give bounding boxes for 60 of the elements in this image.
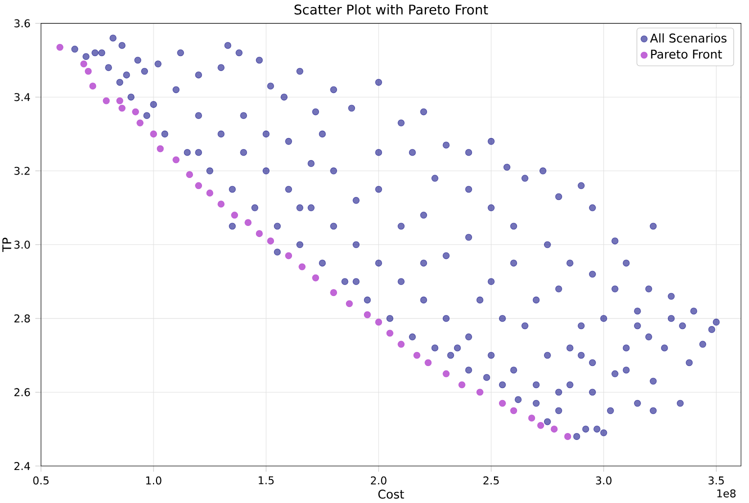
point xyxy=(156,145,164,152)
point xyxy=(56,44,64,51)
point xyxy=(537,422,544,429)
legend-label: All Scenarios xyxy=(650,33,726,43)
legend-label: Pareto Front xyxy=(651,50,722,59)
point xyxy=(330,289,338,296)
point xyxy=(218,200,225,208)
point xyxy=(312,274,320,282)
point xyxy=(364,311,371,318)
point xyxy=(510,407,518,414)
point xyxy=(442,370,450,378)
point xyxy=(267,238,274,244)
point xyxy=(550,426,558,433)
point xyxy=(118,104,126,112)
point xyxy=(244,219,252,226)
point xyxy=(172,156,180,164)
x-tick-label: 0.5 xyxy=(33,476,49,484)
y-tick-label: 3.2 xyxy=(14,166,30,175)
point xyxy=(231,212,238,219)
point xyxy=(458,381,466,388)
x-tick-label: 1.5 xyxy=(258,476,274,484)
x-tick-label: 3.5 xyxy=(708,476,724,484)
chart-title: Scatter Plot with Pareto Front xyxy=(294,4,488,15)
point xyxy=(375,318,382,326)
point xyxy=(116,97,124,104)
point xyxy=(150,130,158,138)
x-tick-label: 3.0 xyxy=(596,476,612,484)
y-tick-label: 2.6 xyxy=(14,388,30,396)
y-axis-title: TP xyxy=(2,238,12,252)
point xyxy=(89,82,96,90)
point xyxy=(285,252,292,260)
point xyxy=(206,190,214,196)
point xyxy=(136,119,144,126)
point xyxy=(413,352,420,359)
x-tick-label: 2.5 xyxy=(483,476,499,484)
point xyxy=(398,340,405,348)
point xyxy=(186,171,194,178)
point xyxy=(132,108,139,116)
point xyxy=(195,182,202,190)
x-axis-title: Cost xyxy=(378,490,404,499)
point xyxy=(528,414,536,422)
y-tick-label: 3.6 xyxy=(14,19,30,28)
point xyxy=(386,330,394,337)
text: 1e8 xyxy=(717,489,736,498)
y-tick-label: 3.0 xyxy=(14,240,30,249)
point xyxy=(476,388,484,396)
y-tick-label: 2.8 xyxy=(14,314,30,322)
point xyxy=(498,400,506,407)
x-tick-label: 2.0 xyxy=(370,476,386,484)
x-tick-label: 1.0 xyxy=(146,476,162,484)
y-tick-label: 2.4 xyxy=(14,462,30,470)
point xyxy=(256,230,263,238)
y-tick-label: 3.4 xyxy=(14,93,30,102)
point xyxy=(346,300,353,308)
point xyxy=(80,60,88,68)
point xyxy=(298,263,306,270)
point xyxy=(84,68,92,75)
point xyxy=(424,359,432,366)
point xyxy=(102,97,110,104)
point xyxy=(564,433,572,440)
